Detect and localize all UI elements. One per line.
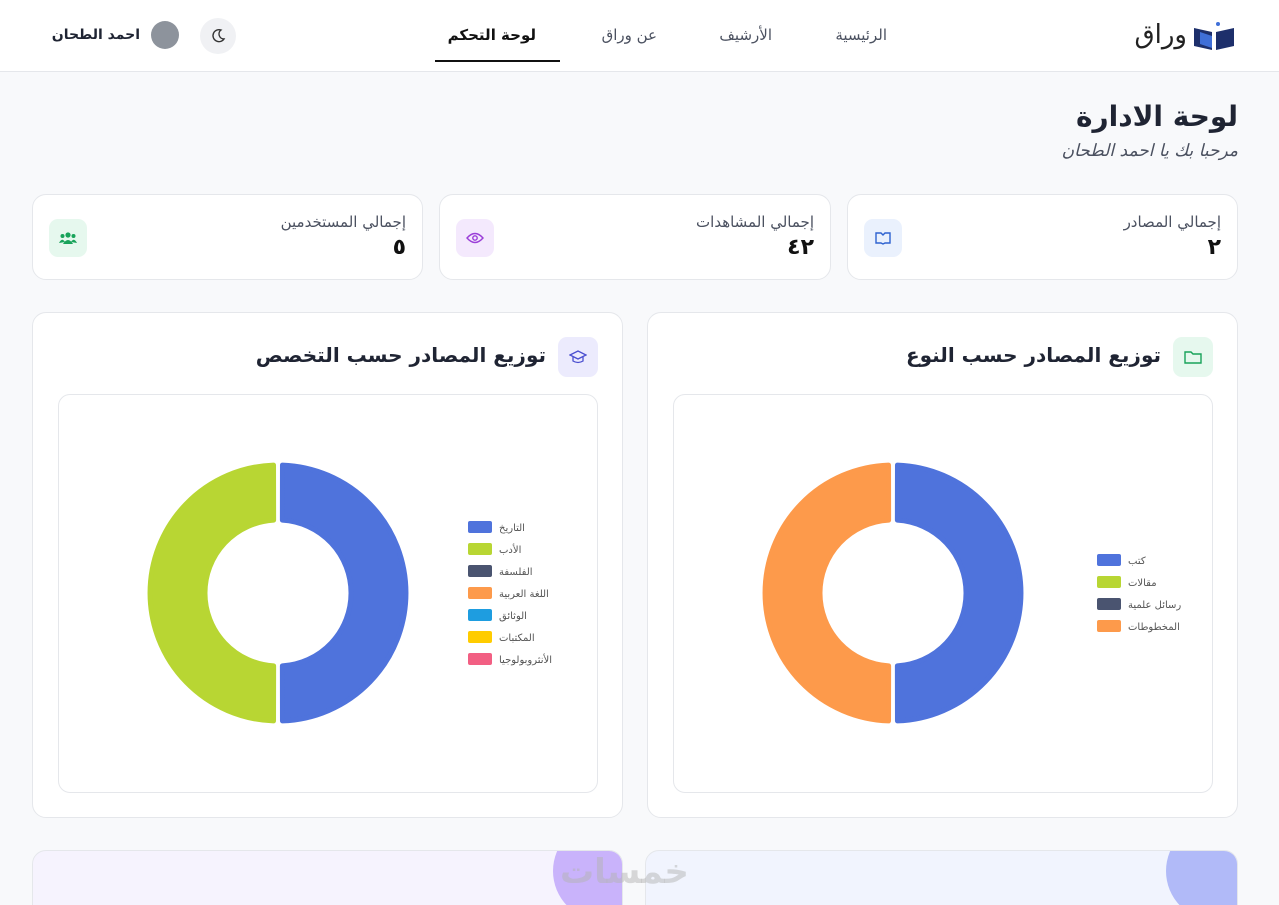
legend-label: المخطوطات xyxy=(1128,622,1180,633)
nav-link[interactable]: الرئيسية xyxy=(835,26,887,44)
legend-label: الوثائق xyxy=(499,611,527,622)
stat-value: ٢ xyxy=(1207,235,1221,260)
legend-swatch xyxy=(468,521,492,533)
legend-swatch xyxy=(468,543,492,555)
legend-swatch xyxy=(1097,620,1121,632)
legend-swatch xyxy=(1097,576,1121,588)
chart-title: توزيع المصادر حسب النوع xyxy=(905,343,1161,367)
watermark: خمسات xyxy=(560,852,689,892)
eye-icon xyxy=(456,219,494,257)
legend-swatch xyxy=(468,653,492,665)
bottom-card xyxy=(32,850,623,905)
chart-card: توزيع المصادر حسب التخصص التاريخ الأدب الف… xyxy=(32,312,623,818)
decor-circle xyxy=(1166,851,1237,905)
legend-swatch xyxy=(468,587,492,599)
bottom-card xyxy=(645,850,1238,905)
chart-area: كتب مقالات رسائل علمية المخطوطات xyxy=(673,394,1213,793)
book-icon xyxy=(864,219,902,257)
legend-label: الأدب xyxy=(499,543,521,556)
folder-icon xyxy=(1173,337,1213,377)
legend-swatch xyxy=(468,609,492,621)
stat-card: إجمالي المصادر ٢ xyxy=(847,194,1238,280)
donut-slice xyxy=(894,462,1024,724)
chart-card: توزيع المصادر حسب النوع كتب مقالات رسائل ع… xyxy=(647,312,1238,818)
theme-toggle[interactable] xyxy=(200,18,236,54)
legend-swatch xyxy=(468,631,492,643)
user-name[interactable]: احمد الطحان xyxy=(51,27,140,43)
navbar: وراق الرئيسية الأرشيف عن وراق لوحة التحك… xyxy=(0,0,1279,72)
donut-slice xyxy=(147,462,277,724)
stat-label: إجمالي المستخدمين xyxy=(280,213,406,231)
logo xyxy=(1194,22,1234,50)
avatar[interactable] xyxy=(151,21,179,49)
legend-label: الفلسفة xyxy=(499,567,533,578)
chart-title: توزيع المصادر حسب التخصص xyxy=(255,343,546,367)
stat-card: إجمالي المشاهدات ٤٢ xyxy=(439,194,831,280)
stat-card: إجمالي المستخدمين ٥ xyxy=(32,194,423,280)
legend-swatch xyxy=(1097,598,1121,610)
stat-value: ٥ xyxy=(392,235,406,260)
stat-label: إجمالي المشاهدات xyxy=(696,213,814,231)
legend-label: التاريخ xyxy=(499,523,525,534)
chart-svg: التاريخ الأدب الفلسفة اللغة العربية الوثائق ا… xyxy=(147,462,552,724)
page-title: لوحة الادارة xyxy=(1075,100,1238,133)
donut-slice xyxy=(762,462,892,724)
legend-label: مقالات xyxy=(1128,578,1157,589)
legend-label: المكتبات xyxy=(499,633,535,644)
nav-link[interactable]: الأرشيف xyxy=(719,26,772,44)
legend-label: رسائل علمية xyxy=(1128,600,1181,611)
users-icon xyxy=(49,219,87,257)
chart-svg: كتب مقالات رسائل علمية المخطوطات xyxy=(762,462,1181,724)
moon-icon xyxy=(212,28,226,43)
brand[interactable]: وراق xyxy=(1134,20,1187,50)
active-underline xyxy=(435,60,560,62)
chart-area: التاريخ الأدب الفلسفة اللغة العربية الوثائق ا… xyxy=(58,394,598,793)
nav-link[interactable]: عن وراق xyxy=(601,26,657,44)
legend-label: اللغة العربية xyxy=(499,589,549,600)
legend-label: كتب xyxy=(1128,556,1146,567)
page-subtitle: مرحبا بك يا احمد الطحان xyxy=(1061,141,1238,161)
cap-icon xyxy=(558,337,598,377)
donut-slice xyxy=(279,462,409,724)
stat-value: ٤٢ xyxy=(787,235,814,260)
decor-circle xyxy=(553,851,622,905)
nav-link-active[interactable]: لوحة التحكم xyxy=(447,26,536,44)
legend-label: الأنثروبولوجيا xyxy=(499,653,552,666)
legend-swatch xyxy=(468,565,492,577)
legend-swatch xyxy=(1097,554,1121,566)
stat-label: إجمالي المصادر xyxy=(1123,213,1221,231)
